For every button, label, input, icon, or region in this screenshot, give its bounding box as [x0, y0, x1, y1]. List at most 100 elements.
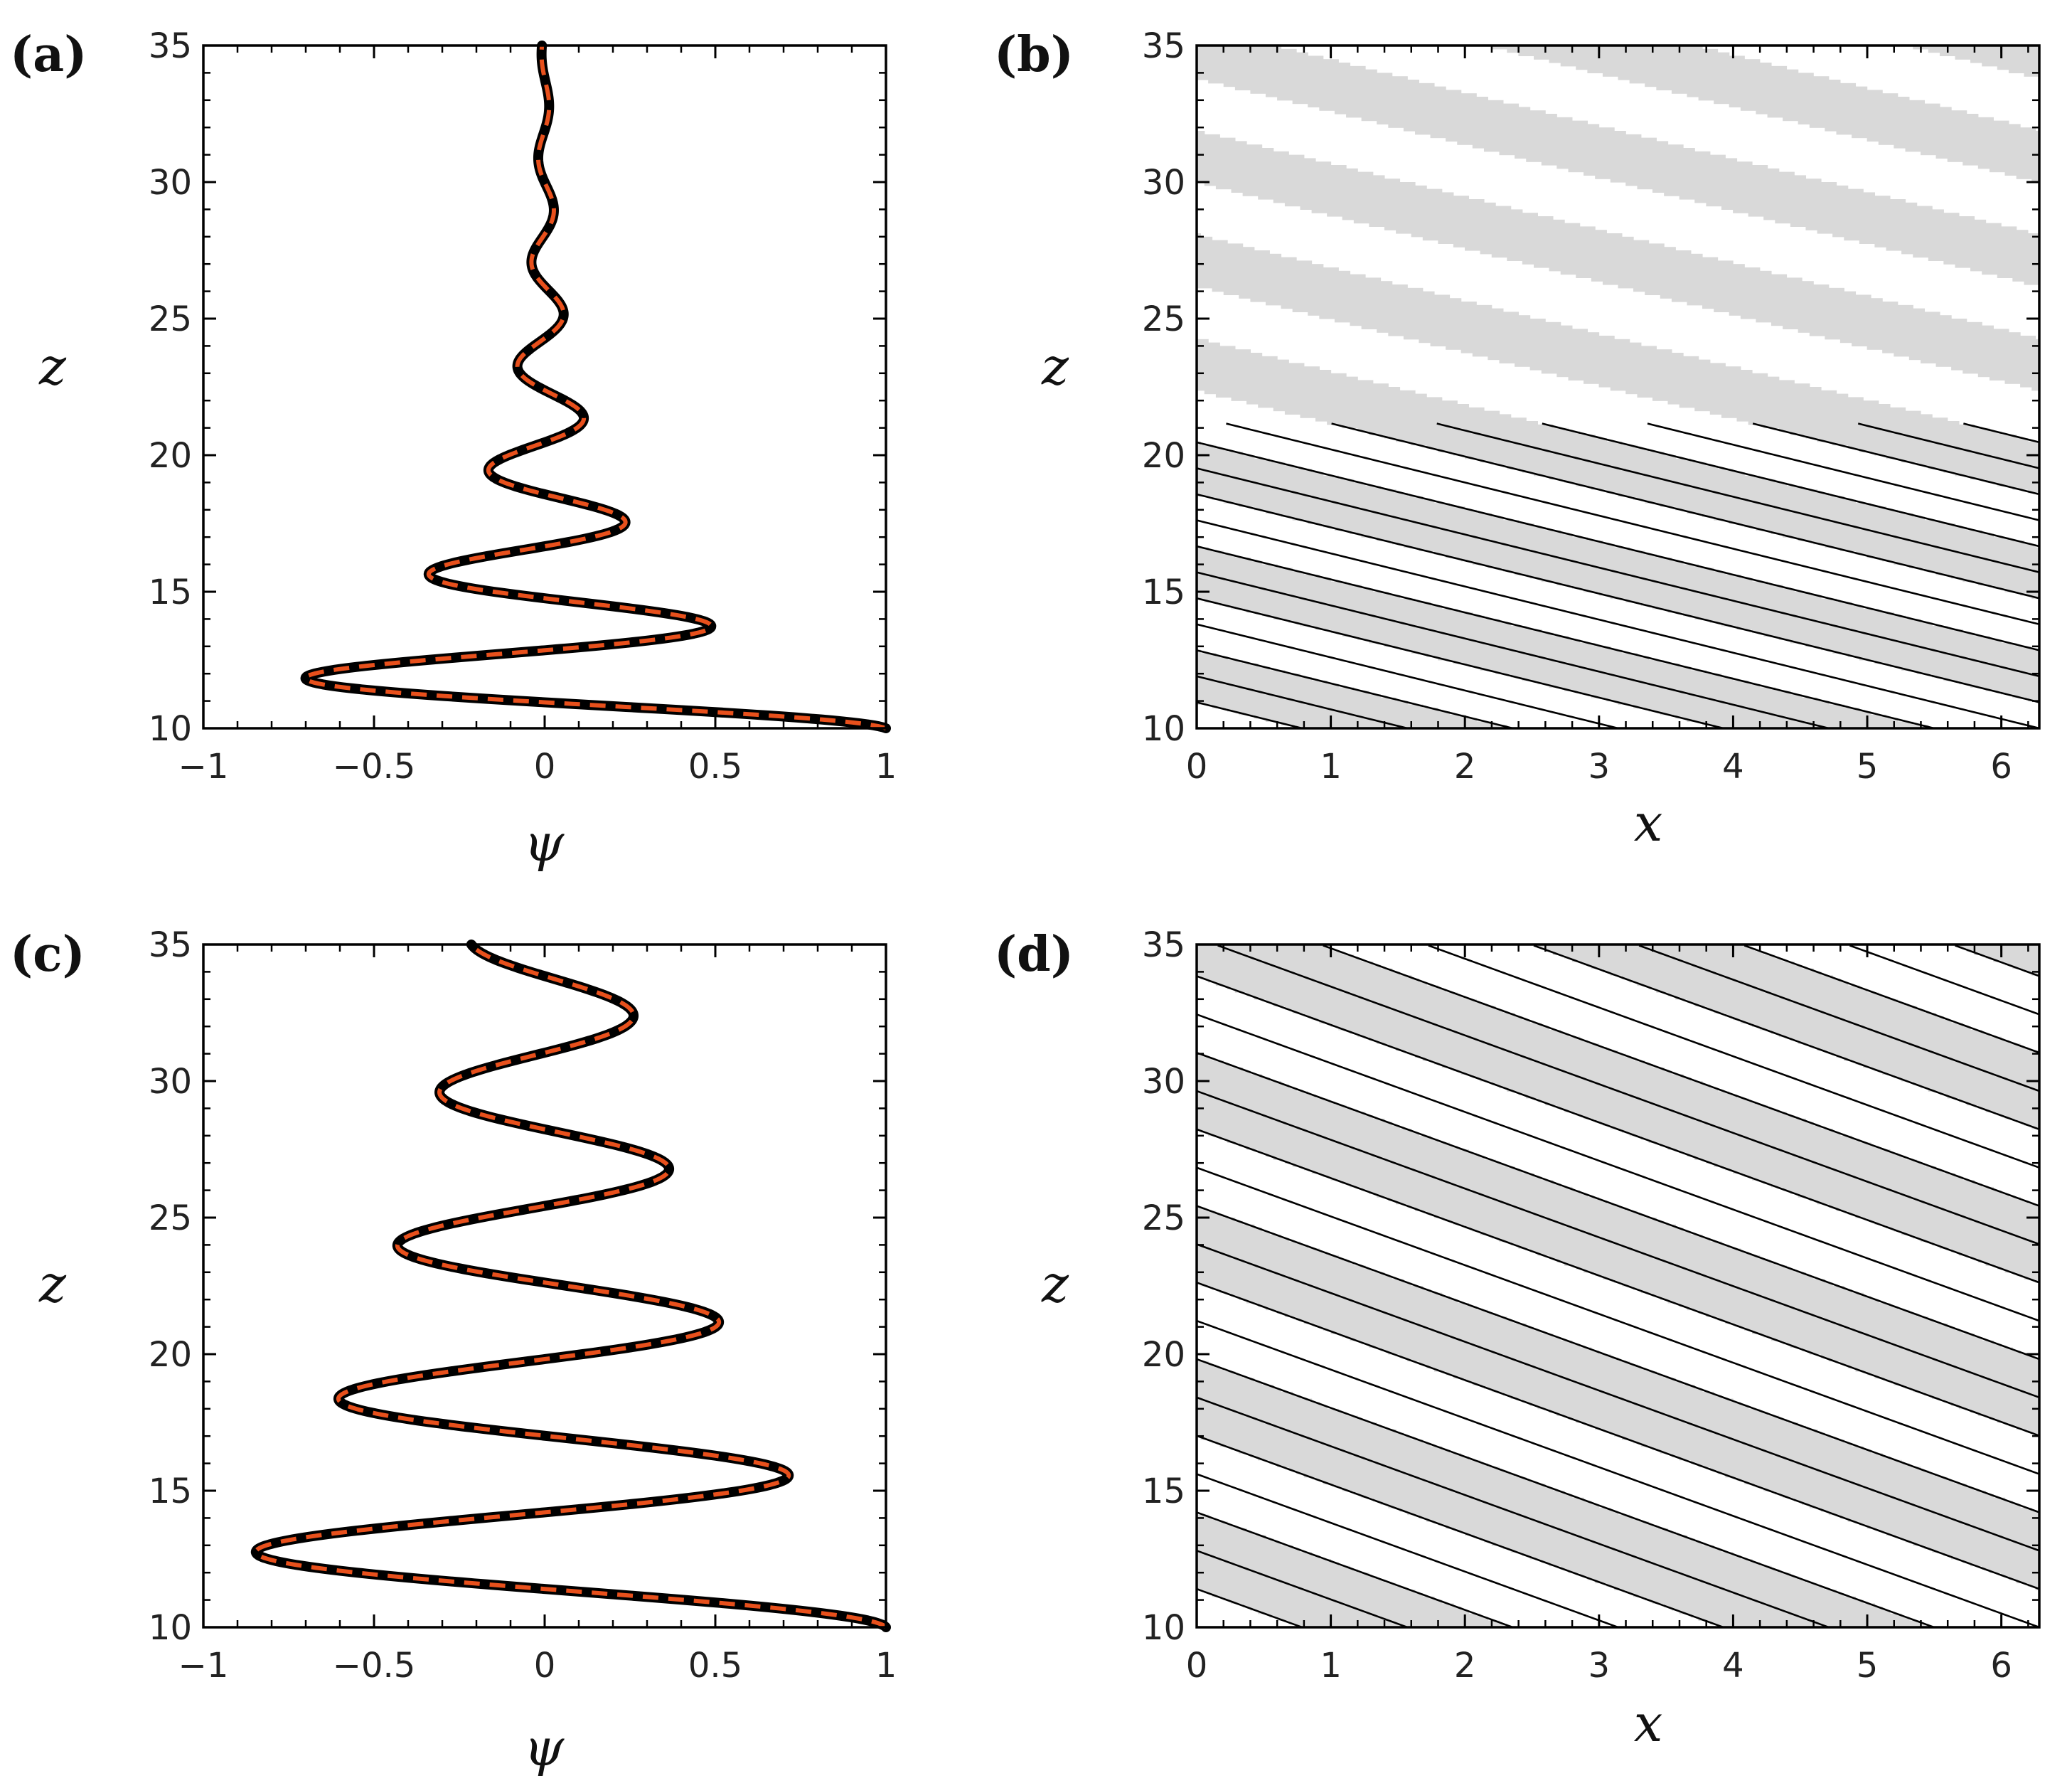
shade-cell — [1859, 240, 2040, 244]
shade-cell — [1839, 1361, 2040, 1365]
shade-cell — [1549, 267, 1761, 272]
shade-cell — [1197, 253, 1282, 258]
shade-cell — [1197, 691, 1369, 695]
x-tick-label: 0.5 — [688, 1646, 742, 1686]
shade-cell — [1377, 329, 1588, 333]
y-tick-label: 20 — [1142, 436, 1185, 476]
shade-cell — [1598, 383, 1810, 388]
y-tick-label: 10 — [1142, 709, 1185, 749]
shade-cell — [1197, 284, 1408, 289]
shade-cell — [1430, 342, 1642, 346]
shade-cell — [1568, 168, 1780, 173]
x-tick-label: 2 — [1454, 1646, 1476, 1686]
shade-cell — [1825, 127, 2036, 132]
shade-cell — [1584, 380, 1795, 384]
shade-cell — [1977, 165, 2040, 169]
shade-cell — [1197, 148, 1274, 152]
shade-cell — [1197, 270, 1351, 275]
shade-cell — [1556, 373, 1768, 378]
contour-line — [1196, 1550, 1408, 1629]
contour-line — [1638, 944, 2040, 1092]
shade-cell — [1197, 677, 1313, 681]
contour-line — [1196, 701, 1303, 730]
shade-cell — [1932, 1395, 2040, 1399]
x-tick-label: 3 — [1588, 747, 1611, 787]
shade-cell — [1855, 1368, 2040, 1372]
shade-cell — [1867, 1371, 2040, 1375]
shade-cell — [1905, 1385, 2040, 1389]
shade-cell — [1197, 1576, 1377, 1580]
series-dashed-line — [253, 943, 888, 1629]
panel-c-ylabel: z — [38, 1254, 67, 1314]
shade-cell — [1369, 223, 1581, 227]
shade-cell — [2012, 694, 2040, 698]
shade-cell — [1197, 469, 1313, 473]
shade-cell — [1212, 287, 1424, 292]
shade-cell — [1985, 954, 2040, 959]
x-tick-label: 4 — [1722, 1646, 1744, 1686]
shade-cell — [1234, 86, 1446, 90]
shade-cell — [1197, 1231, 1270, 1235]
shade-cell — [1197, 158, 1316, 162]
shade-cell — [1197, 1235, 1282, 1239]
shade-cell — [1197, 1518, 1217, 1522]
y-tick-label: 15 — [1142, 573, 1185, 612]
shade-cell — [1197, 1084, 1289, 1089]
shade-cell — [1342, 216, 1554, 220]
shade-cell — [1197, 1269, 1374, 1273]
shade-cell — [1197, 475, 1339, 480]
shade-cell — [1197, 1545, 1293, 1550]
shade-cell — [1847, 1364, 2040, 1368]
shade-cell — [1488, 356, 1699, 361]
shade-cell — [1958, 680, 2040, 685]
shade-cell — [2024, 1122, 2040, 1126]
shade-cell — [1499, 151, 1711, 156]
shade-cell — [1197, 1555, 1320, 1560]
shade-cell — [1886, 247, 2040, 251]
shade-cell — [1839, 339, 2040, 344]
shade-cell — [1859, 1521, 2040, 1526]
shade-cell — [1197, 1115, 1374, 1119]
shade-cell — [1197, 55, 1324, 60]
panel-c-plot-area — [250, 940, 891, 1632]
contour-line — [1196, 571, 1830, 730]
panel-a-plot-area — [300, 41, 891, 733]
shade-cell — [1529, 366, 1741, 371]
shade-cell — [1197, 131, 1205, 135]
shade-cell — [1223, 83, 1435, 87]
shade-cell — [1939, 1091, 2040, 1095]
y-tick-label: 10 — [149, 1608, 192, 1648]
shade-cell — [1197, 962, 1374, 966]
shade-cell — [1215, 393, 1427, 398]
shade-cell — [1197, 1582, 1397, 1587]
shade-cell — [1197, 694, 1382, 698]
x-tick-label: 0 — [534, 1646, 556, 1686]
shade-cell — [1958, 1098, 2040, 1102]
shade-cell — [1197, 660, 1244, 664]
shade-cell — [1197, 349, 1251, 353]
contour-line — [1743, 944, 2040, 1054]
shade-cell — [1197, 171, 1374, 176]
shade-cell — [1798, 120, 2009, 124]
shade-cell — [1197, 571, 1305, 575]
shade-cell — [1197, 1391, 1293, 1396]
shade-cell — [1197, 666, 1270, 671]
shade-cell — [1943, 469, 2040, 473]
shade-cell — [1419, 339, 1630, 344]
shade-cell — [1867, 554, 2040, 558]
shade-cell — [1939, 52, 2040, 56]
shade-cell — [1197, 550, 1224, 555]
shade-cell — [1534, 55, 1745, 60]
shade-cell — [1928, 257, 2040, 261]
shade-cell — [1334, 319, 1546, 323]
shade-cell — [1197, 1378, 1255, 1382]
shade-cell — [1935, 363, 2040, 367]
series-solid-line — [300, 41, 891, 733]
shade-cell — [1197, 697, 1397, 702]
shade-cell — [1932, 1548, 2040, 1553]
shade-cell — [1315, 417, 1527, 422]
shade-cell — [1924, 1391, 2040, 1396]
shade-cell — [1970, 1562, 2040, 1567]
shade-cell — [1962, 578, 2040, 582]
shade-cell — [1970, 1408, 2040, 1413]
